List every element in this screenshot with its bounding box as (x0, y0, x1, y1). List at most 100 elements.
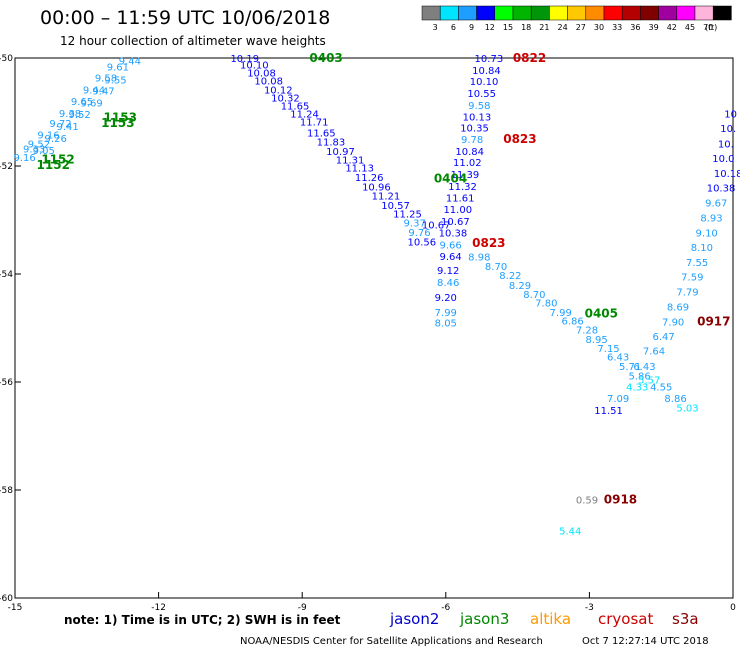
swh-value: 9.05 (33, 146, 55, 157)
swh-value: 9.72 (49, 119, 71, 130)
colorbar-swatch (549, 5, 568, 21)
y-tick-label: -54 (0, 270, 13, 280)
swh-value: 9.16 (13, 153, 35, 164)
swh-value: 11.02 (453, 158, 482, 169)
swh-value: 8.69 (667, 302, 689, 313)
colorbar-label: 70 (703, 23, 713, 32)
swh-value: 11.00 (443, 205, 472, 216)
colorbar-swatch (676, 5, 696, 21)
colorbar-swatch (621, 5, 641, 21)
swh-value: 9.44 (83, 85, 105, 96)
swh-value: 9.55 (104, 76, 126, 87)
swh-value: 11.39 (451, 170, 480, 181)
swh-value: 8.22 (499, 271, 521, 282)
swh-value: 11.32 (448, 182, 477, 193)
swh-value: 9.10 (696, 228, 718, 239)
time-label: 0822 (513, 51, 546, 65)
x-tick-label: -3 (585, 603, 594, 613)
time-label: 1153 (101, 116, 134, 130)
swh-value: 10.08 (254, 77, 283, 88)
swh-value: 9.33 (23, 145, 45, 156)
time-label: 0823 (503, 132, 536, 146)
swh-value: 6.43 (633, 362, 655, 373)
x-tick-label: -15 (8, 603, 23, 613)
swh-value: 10.19 (230, 54, 259, 65)
swh-value: 11.71 (300, 118, 329, 129)
swh-value: 6.43 (607, 353, 629, 364)
colorbar-swatch (658, 5, 678, 21)
swh-value: 10.12 (264, 85, 293, 96)
swh-value: 4.33 (626, 382, 648, 393)
swh-value: 6.47 (652, 332, 674, 343)
swh-value: 7.99 (550, 308, 572, 319)
time-label: 0405 (585, 306, 618, 320)
swh-value: 9.78 (461, 135, 483, 146)
data-points: 9.169.339.529.169.729.389.659.449.589.61… (13, 54, 740, 538)
swh-value: 10.13 (463, 112, 492, 123)
swh-value: 8.98 (468, 253, 490, 264)
legend-altika: altika (530, 610, 571, 628)
swh-value: 0.59 (576, 496, 598, 507)
colorbar-label: 21 (539, 23, 549, 32)
swh-value: 9.12 (437, 266, 459, 277)
swh-value: 9.41 (57, 122, 79, 133)
swh-value: 5.86 (629, 372, 651, 383)
colorbar-legend: 3 6 9 12 15 18 21 24 27 30 33 36 39 42 45 70(ft) (421, 5, 732, 32)
swh-value: 10.38 (707, 184, 736, 195)
legend-jason2: jason2 (389, 610, 439, 628)
swh-value: 10.96 (362, 183, 391, 194)
colorbar-label: (ft) (705, 23, 717, 32)
time-label: 0404 (434, 171, 467, 185)
swh-value: 9.16 (37, 131, 59, 142)
time-label: 1152 (41, 153, 74, 167)
colorbar-swatch (494, 5, 514, 21)
colorbar-label: 27 (576, 23, 586, 32)
swh-value: 8.10 (691, 243, 713, 254)
plot-frame (14, 57, 734, 599)
swh-value: 9.61 (107, 63, 129, 74)
swh-value: 4.55 (650, 382, 672, 393)
swh-value: 7.99 (435, 308, 457, 319)
swh-value: 7.28 (576, 326, 598, 337)
swh-value: 7.15 (597, 344, 619, 355)
swh-value: 10.10 (240, 60, 269, 71)
swh-value: 10 (724, 110, 737, 121)
x-tick-label: -6 (441, 603, 450, 613)
swh-value: 10.67 (441, 217, 470, 228)
swh-value: 8.05 (435, 319, 457, 330)
swh-value: 10.32 (271, 93, 300, 104)
swh-value: 10.55 (467, 89, 496, 100)
swh-value: 8.46 (437, 278, 459, 289)
swh-value: 8.29 (509, 281, 531, 292)
swh-value: 5.71 (619, 362, 641, 373)
swh-value: 9.65 (71, 97, 93, 108)
swh-value: 11.13 (345, 164, 374, 175)
swh-value: 9.58 (95, 73, 117, 84)
swh-value: 7.59 (681, 273, 703, 284)
axis-ticks: -15 -12 -9 -6 -3 0 -50 -52 -54 -56 -58 -60 (0, 54, 736, 613)
swh-value: 8.70 (523, 290, 545, 301)
swh-value: 8.70 (485, 262, 507, 273)
y-tick-label: -50 (0, 54, 13, 64)
colorbar-swatch (712, 5, 732, 21)
colorbar-label: 18 (521, 23, 531, 32)
swh-value: 9.52 (68, 110, 90, 121)
swh-value: 9.20 (435, 293, 457, 304)
swh-value: 9.37 (404, 219, 426, 230)
colorbar-label: 45 (685, 23, 695, 32)
colorbar-label: 9 (469, 23, 474, 32)
colorbar-swatch (603, 5, 623, 21)
swh-value: 9.67 (705, 199, 727, 210)
footer-note: note: 1) Time is in UTC; 2) SWH is in fe… (64, 613, 341, 627)
colorbar-swatch (512, 5, 532, 21)
colorbar-label: 6 (451, 23, 456, 32)
colorbar-label: 36 (630, 23, 640, 32)
swh-value: 11.25 (393, 210, 422, 221)
swh-value: 10.10 (470, 77, 499, 88)
swh-value: 9.69 (80, 98, 102, 109)
colorbar-swatch (567, 5, 587, 21)
swh-value: 6.86 (562, 316, 584, 327)
colorbar-label: 15 (503, 23, 513, 32)
page-subtitle: 12 hour collection of altimeter wave hei… (60, 34, 326, 48)
